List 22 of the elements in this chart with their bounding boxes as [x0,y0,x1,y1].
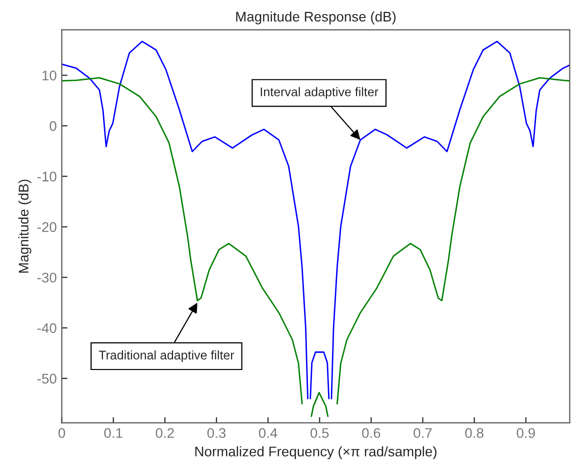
annotation: Traditional adaptive filter [98,350,234,362]
y-axis-title: Magnitude (dB) [18,180,32,273]
annotation: Interval adaptive filter [260,87,378,99]
x-tick-label: 0.1 [104,428,122,438]
x-tick-label: 0.4 [258,428,278,438]
y-tick-label: -50 [37,374,56,384]
y-tick-label: -20 [37,222,56,232]
y-tick-label: -30 [37,272,56,283]
x-tick-label: 0 [58,428,66,438]
x-tick-label: 0.5 [310,428,329,438]
y-tick-label: -10 [37,172,56,182]
x-tick-label: 0.7 [414,428,432,438]
x-tick-label: 0.8 [465,428,484,438]
x-tick-label: 0.2 [156,428,174,438]
y-tick-label: 0 [50,121,56,131]
y-tick-label: -40 [37,323,56,334]
chart-title: Magnitude Response (dB) [236,11,396,24]
y-tick-label: 10 [42,70,56,80]
x-tick-label: 0.3 [207,428,226,438]
x-axis-title: Normalized Frequency (×π rad/sample) [195,446,436,460]
x-tick-label: 0.9 [516,428,535,438]
x-tick-label: 0.6 [362,428,380,438]
